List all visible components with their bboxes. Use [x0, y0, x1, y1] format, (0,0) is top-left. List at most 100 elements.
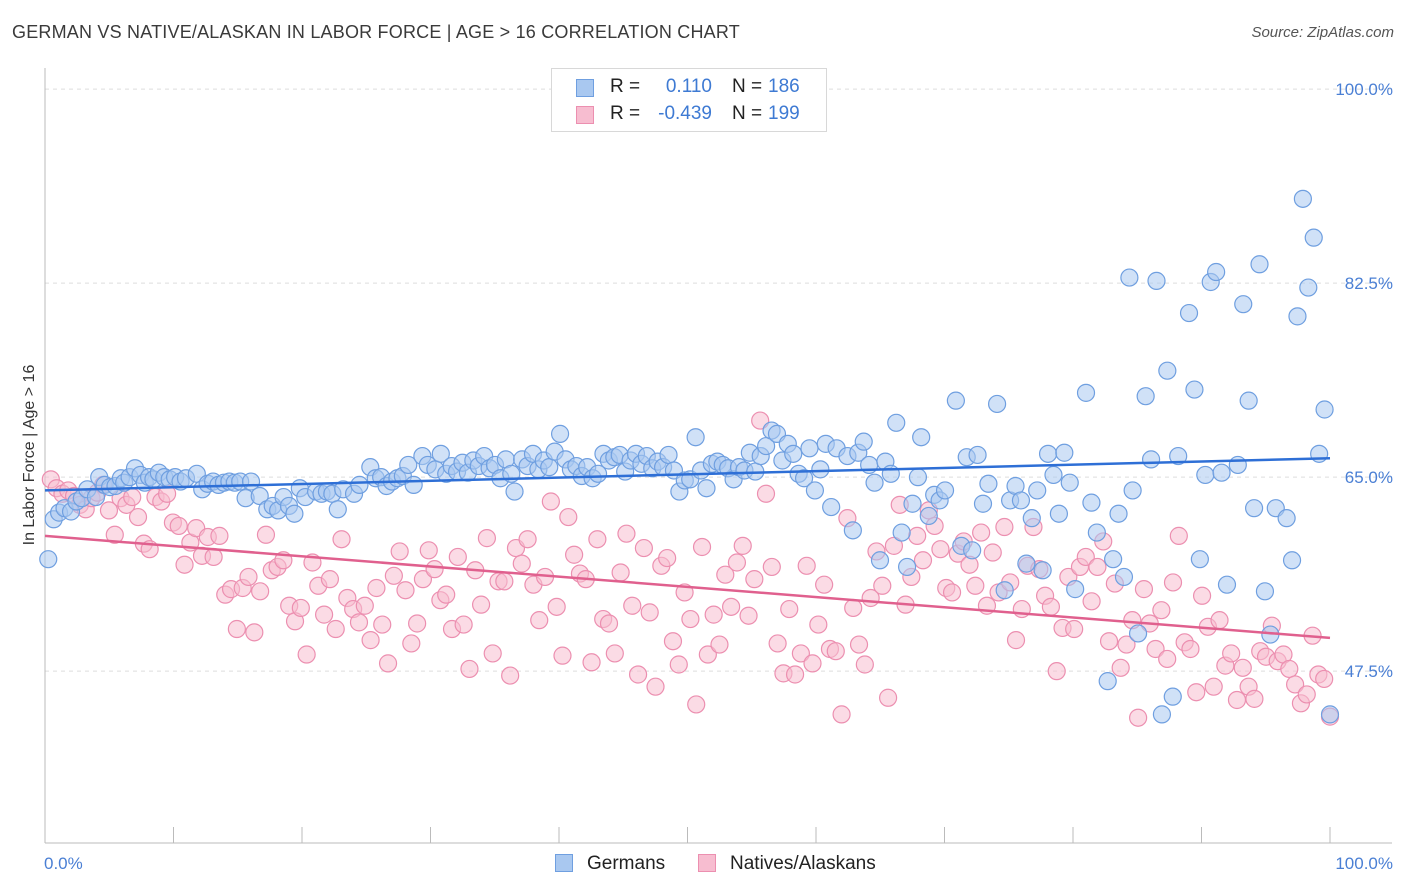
german-point	[1234, 295, 1253, 314]
german-point	[854, 432, 873, 451]
correlation-legend: R = 0.110 N = 186 R = -0.439 N = 199	[551, 68, 827, 132]
native-point	[1210, 611, 1229, 630]
german-point	[1044, 465, 1063, 485]
native-point	[251, 582, 270, 601]
x-tick-label: 100.0%	[1335, 854, 1393, 873]
native-point	[1222, 644, 1241, 663]
native-point	[878, 688, 898, 707]
native-point	[966, 576, 985, 595]
german-point	[881, 464, 900, 483]
native-point	[437, 585, 456, 604]
native-points	[41, 411, 1340, 727]
y-tick-label: 65.0%	[1345, 468, 1393, 487]
native-point	[884, 536, 904, 555]
tick-labels: 100.0% 82.5% 65.0% 47.5% 0.0% 100.0%	[44, 80, 1393, 873]
native-point	[599, 614, 619, 633]
natives-swatch	[576, 106, 594, 124]
native-point	[704, 605, 723, 624]
german-point	[1136, 387, 1155, 406]
german-point	[1163, 687, 1182, 706]
native-point	[663, 632, 683, 651]
german-point	[794, 469, 814, 488]
native-point	[710, 635, 729, 654]
native-point	[320, 570, 340, 589]
german-point	[822, 497, 841, 517]
german-point	[1082, 493, 1101, 512]
native-point	[512, 554, 531, 573]
native-point	[803, 654, 822, 673]
native-point	[1280, 659, 1299, 679]
native-point	[256, 525, 276, 544]
german-point	[1123, 481, 1142, 500]
german-point	[1212, 463, 1231, 482]
x-tick-label: 0.0%	[44, 854, 83, 873]
native-point	[291, 598, 310, 618]
german-point	[968, 445, 987, 465]
native-point	[832, 705, 851, 724]
native-point	[797, 556, 816, 575]
german-point	[1055, 443, 1074, 462]
native-point	[349, 613, 369, 632]
german-point	[1038, 444, 1058, 463]
native-point	[983, 543, 1002, 562]
native-point	[210, 526, 229, 545]
y-axis-label: In Labor Force | Age > 16	[21, 365, 38, 546]
german-point	[903, 494, 922, 513]
german-point	[1147, 271, 1166, 290]
native-point	[332, 530, 351, 549]
native-point	[646, 677, 665, 696]
germans-swatch	[555, 854, 573, 872]
german-point	[1022, 509, 1041, 528]
native-point	[367, 578, 386, 598]
native-point	[384, 566, 403, 585]
native-point	[611, 563, 630, 582]
german-point	[1104, 550, 1123, 569]
german-point	[800, 439, 819, 458]
german-point	[1179, 303, 1199, 323]
native-point	[855, 655, 874, 674]
native-point	[826, 642, 845, 661]
german-point	[1109, 504, 1128, 523]
native-point	[1088, 557, 1107, 577]
german-point	[1315, 400, 1334, 419]
german-point	[1158, 361, 1177, 380]
native-point	[1111, 658, 1130, 677]
german-point	[1076, 383, 1096, 402]
native-point	[1134, 580, 1154, 599]
native-point	[1065, 619, 1084, 639]
german-point	[811, 460, 830, 479]
native-point	[791, 644, 810, 663]
native-point	[617, 524, 636, 543]
german-point	[1152, 705, 1172, 724]
german-points	[39, 189, 1340, 724]
native-point	[1099, 632, 1119, 651]
native-point	[1129, 708, 1148, 727]
native-point	[588, 530, 607, 549]
native-point	[669, 655, 688, 674]
native-point	[1181, 639, 1200, 659]
german-point	[935, 481, 955, 500]
german-point	[1120, 268, 1139, 287]
german-point	[540, 458, 559, 477]
native-point	[722, 597, 741, 616]
native-point	[245, 623, 264, 642]
native-point	[756, 484, 776, 503]
axes	[44, 68, 1392, 844]
native-point	[1082, 592, 1101, 611]
native-point	[809, 615, 828, 634]
german-point	[919, 506, 938, 526]
n-label: N =	[732, 103, 763, 124]
native-point	[1152, 601, 1171, 620]
german-point	[588, 464, 608, 483]
native-point	[658, 548, 677, 568]
legend-row-germans: R = 0.110 N = 186	[552, 74, 826, 100]
native-point	[628, 665, 648, 684]
n-label: N =	[732, 76, 763, 97]
german-point	[1196, 465, 1215, 485]
native-point	[873, 576, 892, 595]
native-point	[1204, 677, 1223, 696]
native-point	[1233, 658, 1252, 677]
native-point	[1227, 690, 1247, 710]
native-point	[483, 644, 502, 663]
legend-label: Germans	[587, 853, 666, 874]
